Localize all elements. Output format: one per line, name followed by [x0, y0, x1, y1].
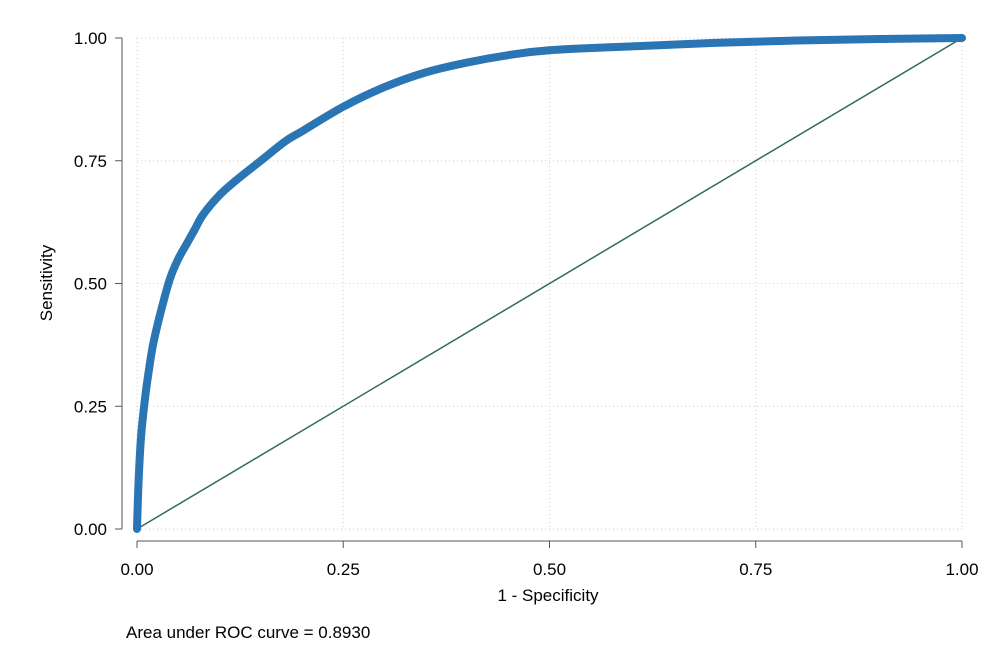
x-tick-label: 0.50: [533, 560, 566, 579]
roc-curve: [133, 34, 966, 533]
plot-area: [133, 34, 966, 533]
x-tick-label: 1.00: [945, 560, 978, 579]
auc-note: Area under ROC curve = 0.8930: [126, 623, 370, 642]
y-axis-label: Sensitivity: [37, 244, 56, 321]
x-tick-label: 0.25: [327, 560, 360, 579]
y-tick-label: 1.00: [74, 29, 107, 48]
y-tick-label: 0.25: [74, 397, 107, 416]
x-tick-label: 0.00: [120, 560, 153, 579]
y-tick-label: 0.50: [74, 275, 107, 294]
x-axis-label: 1 - Specificity: [497, 586, 599, 605]
reference-line: [136, 37, 963, 530]
y-axis-ticks: 0.00 0.25 0.50 0.75 1.00: [74, 29, 122, 539]
x-tick-label: 0.75: [739, 560, 772, 579]
x-axis-ticks: 0.00 0.25 0.50 0.75 1.00: [120, 541, 979, 579]
y-tick-label: 0.75: [74, 152, 107, 171]
y-tick-label: 0.00: [74, 520, 107, 539]
